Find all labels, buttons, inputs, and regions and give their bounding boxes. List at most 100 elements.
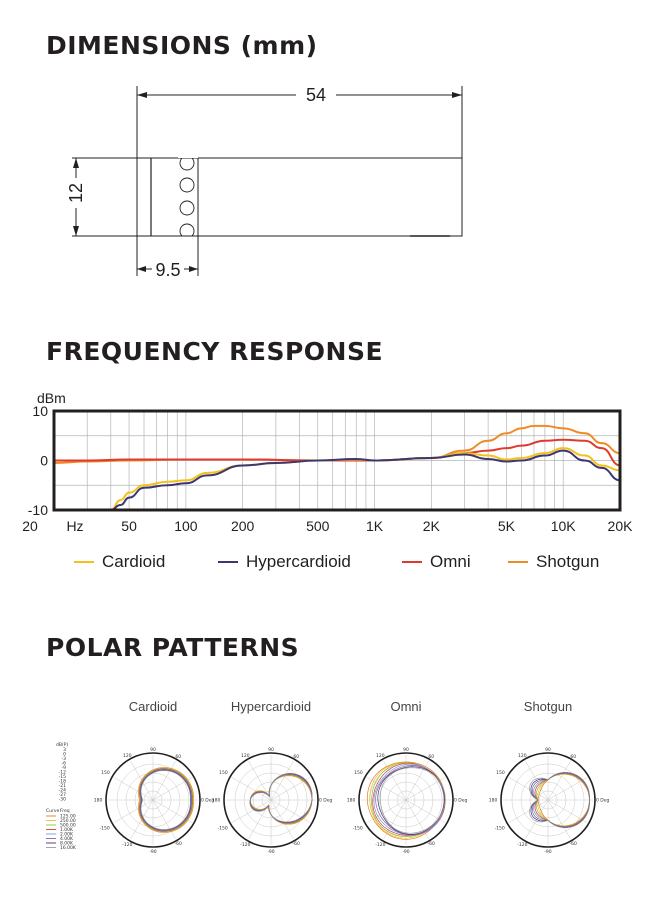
polar-angle-label: 180	[94, 798, 103, 804]
polar-angle-label: 90	[150, 747, 156, 753]
polar-response-curve	[138, 767, 194, 833]
legend-swatch-cardioid	[74, 561, 94, 563]
polar-grid-spoke	[547, 799, 571, 840]
series-line-omni	[54, 438, 621, 467]
polar-angle-label: -60	[175, 841, 182, 847]
x-tick-label: 50	[121, 518, 137, 534]
legend-shotgun: Shotgun	[508, 552, 599, 572]
polar-grid-spoke	[547, 777, 588, 801]
legend-label-cardioid: Cardioid	[102, 552, 166, 571]
polar-angle-label: -150	[218, 825, 228, 831]
polar-grid-spoke	[547, 760, 571, 801]
polar-grid-spoke	[383, 799, 407, 840]
polar-angle-label: -150	[353, 825, 363, 831]
polar-angle-label: 0 Deg	[454, 798, 468, 804]
polar-angle-label: -90	[544, 849, 551, 855]
polar-angle-label: -90	[267, 849, 274, 855]
polar-angle-label: -120	[375, 842, 385, 848]
polar-angle-label: 60	[570, 754, 576, 760]
key-level-label: -9	[62, 765, 67, 771]
mic-grille-hole-3	[179, 200, 195, 216]
polar-angle-label: 60	[428, 754, 434, 760]
polar-angle-label: 180	[212, 798, 221, 804]
polar-grid-spoke	[113, 799, 154, 823]
key-level-label: -30	[59, 797, 66, 803]
polar-angle-label: 150	[219, 770, 228, 776]
key-curve-freq: 1.00K	[60, 827, 74, 833]
height-label: 12	[66, 183, 86, 203]
length-arrow-right	[452, 92, 462, 98]
x-tick-label: 2K	[423, 518, 441, 534]
polar-response-curve	[373, 763, 445, 836]
key-curve-freq: 125.00	[60, 814, 76, 820]
legend-label-omni: Omni	[430, 552, 471, 571]
polar-grid-spoke	[508, 777, 549, 801]
x-tick-labels: 20 Hz 50 100 200 500 1K 2K 5K 10K 20K	[22, 518, 633, 534]
polar-response-curve	[249, 772, 313, 823]
polar-angle-label: 150	[101, 770, 110, 776]
polar-grid-spoke	[113, 777, 154, 801]
y-unit-label: dBm	[37, 390, 66, 406]
polar-plot-shotgun: Shotgun 90 60 120 150 180 0 Deg -150 -120 -90 -60	[489, 699, 610, 855]
chart-frame	[52, 409, 622, 512]
cap-arrow-left	[137, 266, 146, 272]
key-level-label: 3	[63, 747, 66, 753]
polar-angle-label: -120	[517, 842, 527, 848]
polar-angle-label: 180	[489, 798, 498, 804]
polar-response-curve	[366, 761, 446, 840]
mic-grille-mask-bottom	[178, 236, 198, 245]
polar-angle-label: -120	[240, 842, 250, 848]
polar-response-curve	[138, 767, 194, 833]
mic-grille-hole-2	[179, 177, 195, 193]
frequency-chart: dBm 100-10 20 Hz 50 100 200 500 1K 2K 5K 10K 20K	[22, 390, 633, 534]
dimension-drawing: 54 12 9.5	[66, 85, 463, 280]
legend-swatch-shotgun	[508, 561, 528, 563]
x-tick-label: Hz	[66, 518, 83, 534]
polar-angle-label: 120	[123, 753, 132, 759]
legend-label-shotgun: Shotgun	[536, 552, 600, 571]
legend-label-hypercardioid: Hypercardioid	[246, 552, 351, 571]
polar-angle-label: -120	[122, 842, 132, 848]
polar-angle-label: 0 Deg	[201, 798, 215, 804]
key-curve-freq: 8.00K	[60, 841, 74, 847]
key-curve-freq: 4.00K	[60, 836, 74, 842]
key-curves: 125.00250.00500.001.00K2.00K4.00K8.00K16…	[46, 814, 77, 851]
legend-cardioid: Cardioid	[74, 552, 165, 572]
series-line-cardioid	[110, 447, 621, 511]
key-level-label: -3	[62, 756, 67, 762]
polar-grid-spoke	[366, 799, 407, 823]
polar-angle-label: -60	[570, 841, 577, 847]
y-tick-labels: 10 0 -10	[28, 403, 48, 518]
key-level-label: -24	[59, 788, 66, 794]
length-arrow-left	[137, 92, 147, 98]
key-level-label: -21	[59, 783, 66, 789]
key-header: dB(P)	[56, 742, 68, 748]
polar-plot-title: Omni	[390, 699, 421, 714]
mic-body-outline	[136, 157, 463, 237]
polar-angle-label: 120	[376, 753, 385, 759]
x-tick-label: 20	[22, 518, 38, 534]
polar-angle-label: 150	[354, 770, 363, 776]
polar-response-curve	[529, 771, 590, 829]
polar-grid-spoke	[383, 760, 407, 801]
key-curve-freq: 250.00	[60, 818, 76, 824]
polar-plot-omni: Omni 90 60 120 150 180 0 Deg -150 -120 -90 -60	[347, 699, 468, 855]
series-line-hypercardioid	[110, 449, 621, 511]
key-curve-header: Curve	[46, 808, 60, 814]
chart-lines	[53, 424, 621, 511]
x-tick-label: 20K	[608, 518, 634, 534]
polar-angle-label: 90	[545, 747, 551, 753]
x-tick-label: 200	[231, 518, 255, 534]
polar-angle-label: 0 Deg	[596, 798, 610, 804]
polar-grid-spoke	[152, 799, 176, 840]
polar-angle-label: 60	[293, 754, 299, 760]
x-tick-label: 10K	[551, 518, 577, 534]
polar-angle-label: -60	[293, 841, 300, 847]
polar-angle-label: 120	[518, 753, 527, 759]
key-level-label: -18	[59, 779, 66, 785]
polar-angle-label: 180	[347, 798, 356, 804]
polar-key: dB(P) 30-3-6-9-12-15-18-21-24-27-30 Curv…	[46, 742, 77, 851]
polar-angle-label: -150	[100, 825, 110, 831]
polar-grid-spoke	[231, 777, 272, 801]
